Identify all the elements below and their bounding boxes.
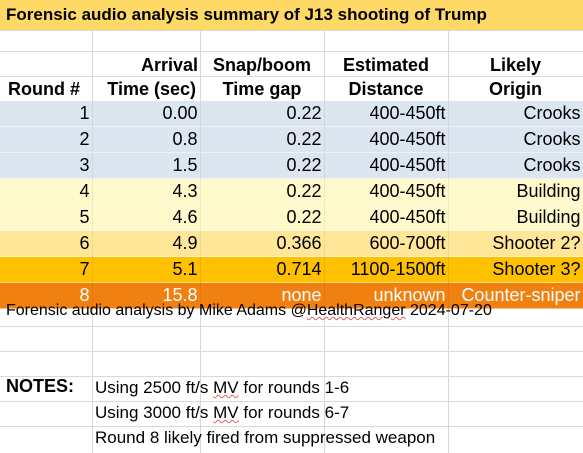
analysis-table: 1 0.00 0.22 400-450ft Crooks 2 0.8 0.22 400-450f… [0,101,583,309]
analysis-credit: Forensic audio analysis by Mike Adams @H… [6,302,492,320]
cell-estimated-distance[interactable]: unknown [324,282,449,309]
note-2-rounds: for rounds 6-7 [238,403,350,422]
grid-row-line [0,426,583,427]
cell-arrival-time[interactable]: 4.3 [92,178,201,205]
cell-arrival-time[interactable]: 1.5 [92,152,201,179]
cell-likely-origin[interactable]: Crooks [448,126,583,153]
cell-snap-boom-gap[interactable]: 0.22 [200,152,325,179]
grid-row-line [0,351,583,352]
cell-snap-boom-gap[interactable]: 0.366 [200,230,325,257]
cell-round[interactable]: 4 [0,178,93,205]
cell-arrival-time[interactable]: 4.6 [92,204,201,231]
credit-date: 2024-07-20 [405,302,492,319]
analysis-table-body: 1 0.00 0.22 400-450ft Crooks 2 0.8 0.22 400-450f… [0,101,583,309]
cell-likely-origin[interactable]: Shooter 2? [448,230,583,257]
note-line-2: Using 3000 ft/s MV for rounds 6-7 [95,403,349,423]
header-origin-bottom: Origin [489,79,542,99]
note-line-1: Using 2500 ft/s MV for rounds 1-6 [95,378,349,398]
cell-round[interactable]: 1 [0,101,93,127]
cell-snap-boom-gap[interactable]: 0.22 [200,101,325,127]
cell-likely-origin[interactable]: Building [448,204,583,231]
cell-arrival-time[interactable]: 15.8 [92,282,201,309]
header-arrival-bottom: Time (sec) [107,79,196,99]
table-row: 6 4.9 0.366 600-700ft Shooter 2? [0,230,583,257]
cell-round[interactable]: 5 [0,204,93,231]
grid-row-line [0,376,583,377]
table-row: 3 1.5 0.22 400-450ft Crooks [0,152,583,179]
cell-likely-origin[interactable]: Crooks [448,152,583,179]
cell-snap-boom-gap[interactable]: none [200,282,325,309]
table-row: 1 0.00 0.22 400-450ft Crooks [0,101,583,127]
credit-prefix: Forensic audio analysis by Mike Adams @ [6,302,307,319]
grid-row-line [0,401,583,402]
cell-estimated-distance[interactable]: 400-450ft [324,152,449,179]
cell-estimated-distance[interactable]: 400-450ft [324,204,449,231]
cell-estimated-distance[interactable]: 400-450ft [324,126,449,153]
cell-estimated-distance[interactable]: 600-700ft [324,230,449,257]
note-line-3: Round 8 likely fired from suppressed wea… [95,428,436,447]
header-arrival-top: Arrival [140,55,198,75]
grid-row-line [0,326,583,327]
sheet-title: Forensic audio analysis summary of J13 s… [6,5,487,24]
note-1-text: Using 2500 ft/s [95,378,214,397]
note-1-rounds: for rounds 1-6 [238,378,350,397]
note-2-text: Using 3000 ft/s [95,403,214,422]
credit-handle: HealthRanger [306,302,406,319]
cell-estimated-distance[interactable]: 400-450ft [324,178,449,205]
cell-likely-origin[interactable]: Building [448,178,583,205]
note-1-mv: MV [213,378,239,397]
cell-likely-origin[interactable]: Shooter 3? [448,256,583,283]
cell-estimated-distance[interactable]: 400-450ft [324,101,449,127]
cell-snap-boom-gap[interactable]: 0.22 [200,204,325,231]
cell-likely-origin[interactable]: Counter-sniper [448,282,583,309]
cell-snap-boom-gap[interactable]: 0.22 [200,178,325,205]
title-row: Forensic audio analysis summary of J13 s… [0,0,583,30]
cell-likely-origin[interactable]: Crooks [448,101,583,127]
header-origin-top: Likely [489,55,542,75]
table-row: 8 15.8 none unknown Counter-sniper [0,282,583,309]
cell-round[interactable]: 2 [0,126,93,153]
cell-arrival-time[interactable]: 0.8 [92,126,201,153]
cell-snap-boom-gap[interactable]: 0.22 [200,126,325,153]
grid-row-line [0,30,583,31]
cell-arrival-time[interactable]: 5.1 [92,256,201,283]
header-distance-top: Estimated [342,55,430,75]
table-row: 5 4.6 0.22 400-450ft Building [0,204,583,231]
cell-round[interactable]: 8 [0,282,93,309]
note-2-mv: MV [213,403,239,422]
table-row: 2 0.8 0.22 400-450ft Crooks [0,126,583,153]
table-row: 4 4.3 0.22 400-450ft Building [0,178,583,205]
cell-arrival-time[interactable]: 0.00 [92,101,201,127]
cell-estimated-distance[interactable]: 1100-1500ft [324,256,449,283]
grid-row-line [0,51,583,52]
header-round: Round # [8,79,80,99]
cell-round[interactable]: 3 [0,152,93,179]
header-snap-top: Snap/boom [213,55,311,75]
table-row: 7 5.1 0.714 1100-1500ft Shooter 3? [0,256,583,283]
cell-snap-boom-gap[interactable]: 0.714 [200,256,325,283]
cell-arrival-time[interactable]: 4.9 [92,230,201,257]
cell-round[interactable]: 7 [0,256,93,283]
header-snap-bottom: Time gap [222,79,302,99]
header-distance-bottom: Distance [348,79,424,99]
grid-row-line [0,76,583,77]
notes-label: NOTES: [6,376,75,396]
cell-round[interactable]: 6 [0,230,93,257]
